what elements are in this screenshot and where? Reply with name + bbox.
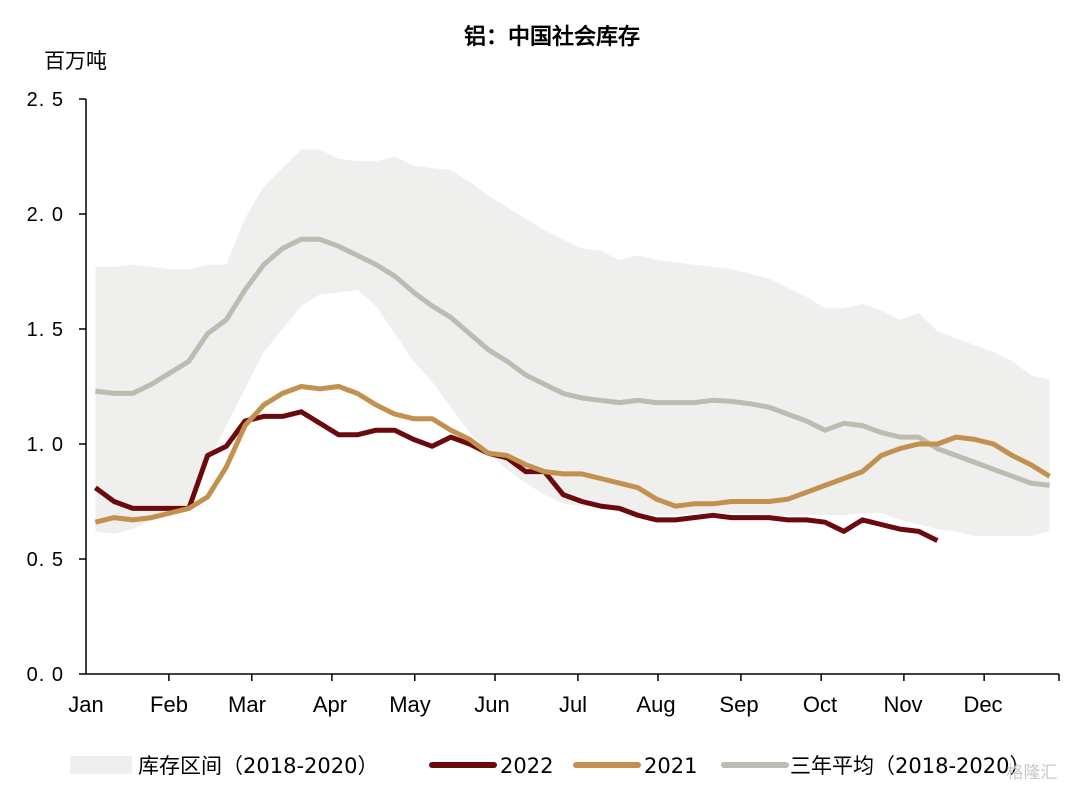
y-axis-unit-label: 百万吨 [44, 49, 107, 73]
x-tick-label: Jun [474, 692, 509, 717]
legend: 库存区间（2018-2020） 2022 2021 三年平均（2018-2020） [70, 754, 1030, 778]
x-tick-label: Jul [559, 692, 587, 717]
x-tick-label: Jan [68, 692, 103, 717]
y-tick-label: 2. 5 [27, 89, 64, 111]
x-tick-label: Apr [313, 692, 347, 717]
legend-label: 2022 [500, 754, 553, 778]
chart-title: 铝：中国社会库存 [464, 24, 640, 50]
x-tick-label: Mar [228, 692, 266, 717]
inventory-range-band [95, 149, 1050, 536]
legend-label: 三年平均（2018-2020） [790, 754, 1030, 778]
x-tick-label: Aug [636, 692, 675, 717]
series-line-2 [93, 409, 939, 543]
legend-label: 库存区间（2018-2020） [138, 754, 378, 778]
axes: 0. 0 0. 5 1. 0 1. 5 2. 0 2. 5 Jan Feb Mar Apr May J… [27, 89, 1060, 717]
x-tick-label: Nov [883, 692, 922, 717]
y-tick-label: 1. 5 [27, 319, 64, 341]
band-area [95, 149, 1050, 536]
series-lines [93, 236, 1051, 543]
x-tick-label: Dec [963, 692, 1002, 717]
y-tick-label: 0. 5 [27, 549, 64, 571]
watermark: 格隆汇 [1007, 763, 1058, 783]
y-tick-label: 2. 0 [27, 204, 64, 226]
x-tick-label: Sep [719, 692, 758, 717]
x-tick-label: May [389, 692, 431, 717]
series-line-1 [95, 236, 1050, 488]
x-tick-label: Oct [803, 692, 837, 717]
y-tick-label: 1. 0 [27, 434, 64, 456]
legend-swatch-band [70, 756, 132, 774]
x-tick-label: Feb [150, 692, 188, 717]
series-line-3 [94, 384, 1051, 525]
y-tick-label: 0. 0 [27, 664, 64, 686]
legend-label: 2021 [644, 754, 697, 778]
